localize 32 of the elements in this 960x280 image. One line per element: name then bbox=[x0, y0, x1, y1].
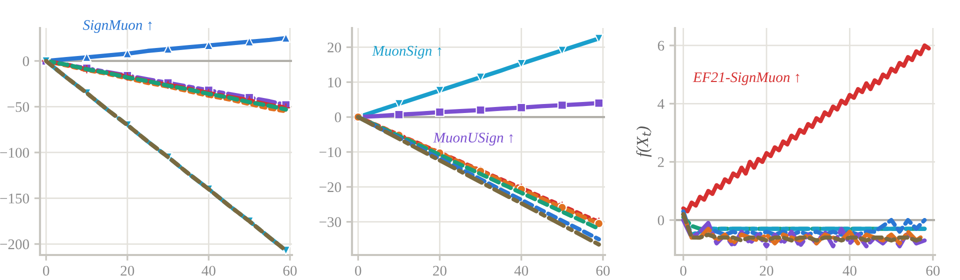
y-tick-label: 20 bbox=[328, 42, 342, 52]
y-tick-label: 4 bbox=[658, 99, 664, 109]
y-tick-label: −20 bbox=[320, 182, 342, 192]
x-tick-label: 20 bbox=[760, 266, 774, 276]
x-tick-label: 40 bbox=[514, 266, 528, 276]
y-tick-label: −50 bbox=[8, 102, 30, 112]
y-tick-label: 0 bbox=[22, 56, 30, 66]
y-tick-label: −200 bbox=[0, 239, 30, 250]
x-tick-label: 20 bbox=[120, 266, 134, 276]
y-tick-label: −30 bbox=[320, 217, 342, 228]
series-label: MuonUSign ↑ bbox=[433, 132, 513, 146]
y-tick-label: 6 bbox=[658, 40, 664, 51]
x-tick-label: 40 bbox=[842, 266, 856, 276]
x-tick-label: 0 bbox=[355, 266, 362, 276]
y-tick-label: −100 bbox=[0, 148, 30, 158]
x-tick-label: 0 bbox=[680, 266, 686, 276]
x-tick-label: 60 bbox=[926, 266, 940, 276]
y-tick-label: −10 bbox=[320, 147, 342, 158]
x-tick-label: 0 bbox=[43, 266, 50, 276]
series-label: SignMuon ↑ bbox=[82, 20, 152, 33]
x-tick-label: 60 bbox=[596, 266, 610, 276]
x-tick-label: 20 bbox=[433, 266, 446, 276]
x-tick-label: 60 bbox=[283, 266, 297, 276]
y-axis-title: f(X$_{t}$) bbox=[636, 126, 652, 157]
series-label: MuonSign ↑ bbox=[372, 46, 442, 59]
y-tick-label: 2 bbox=[658, 157, 664, 167]
y-tick-label: 0 bbox=[334, 112, 342, 122]
y-tick-label: −150 bbox=[0, 194, 30, 204]
y-tick-label: 10 bbox=[328, 77, 342, 88]
text: EF21-SignMuon ↑ bbox=[692, 72, 800, 86]
y-tick-label: 0 bbox=[658, 215, 664, 226]
x-tick-label: 40 bbox=[202, 266, 216, 276]
